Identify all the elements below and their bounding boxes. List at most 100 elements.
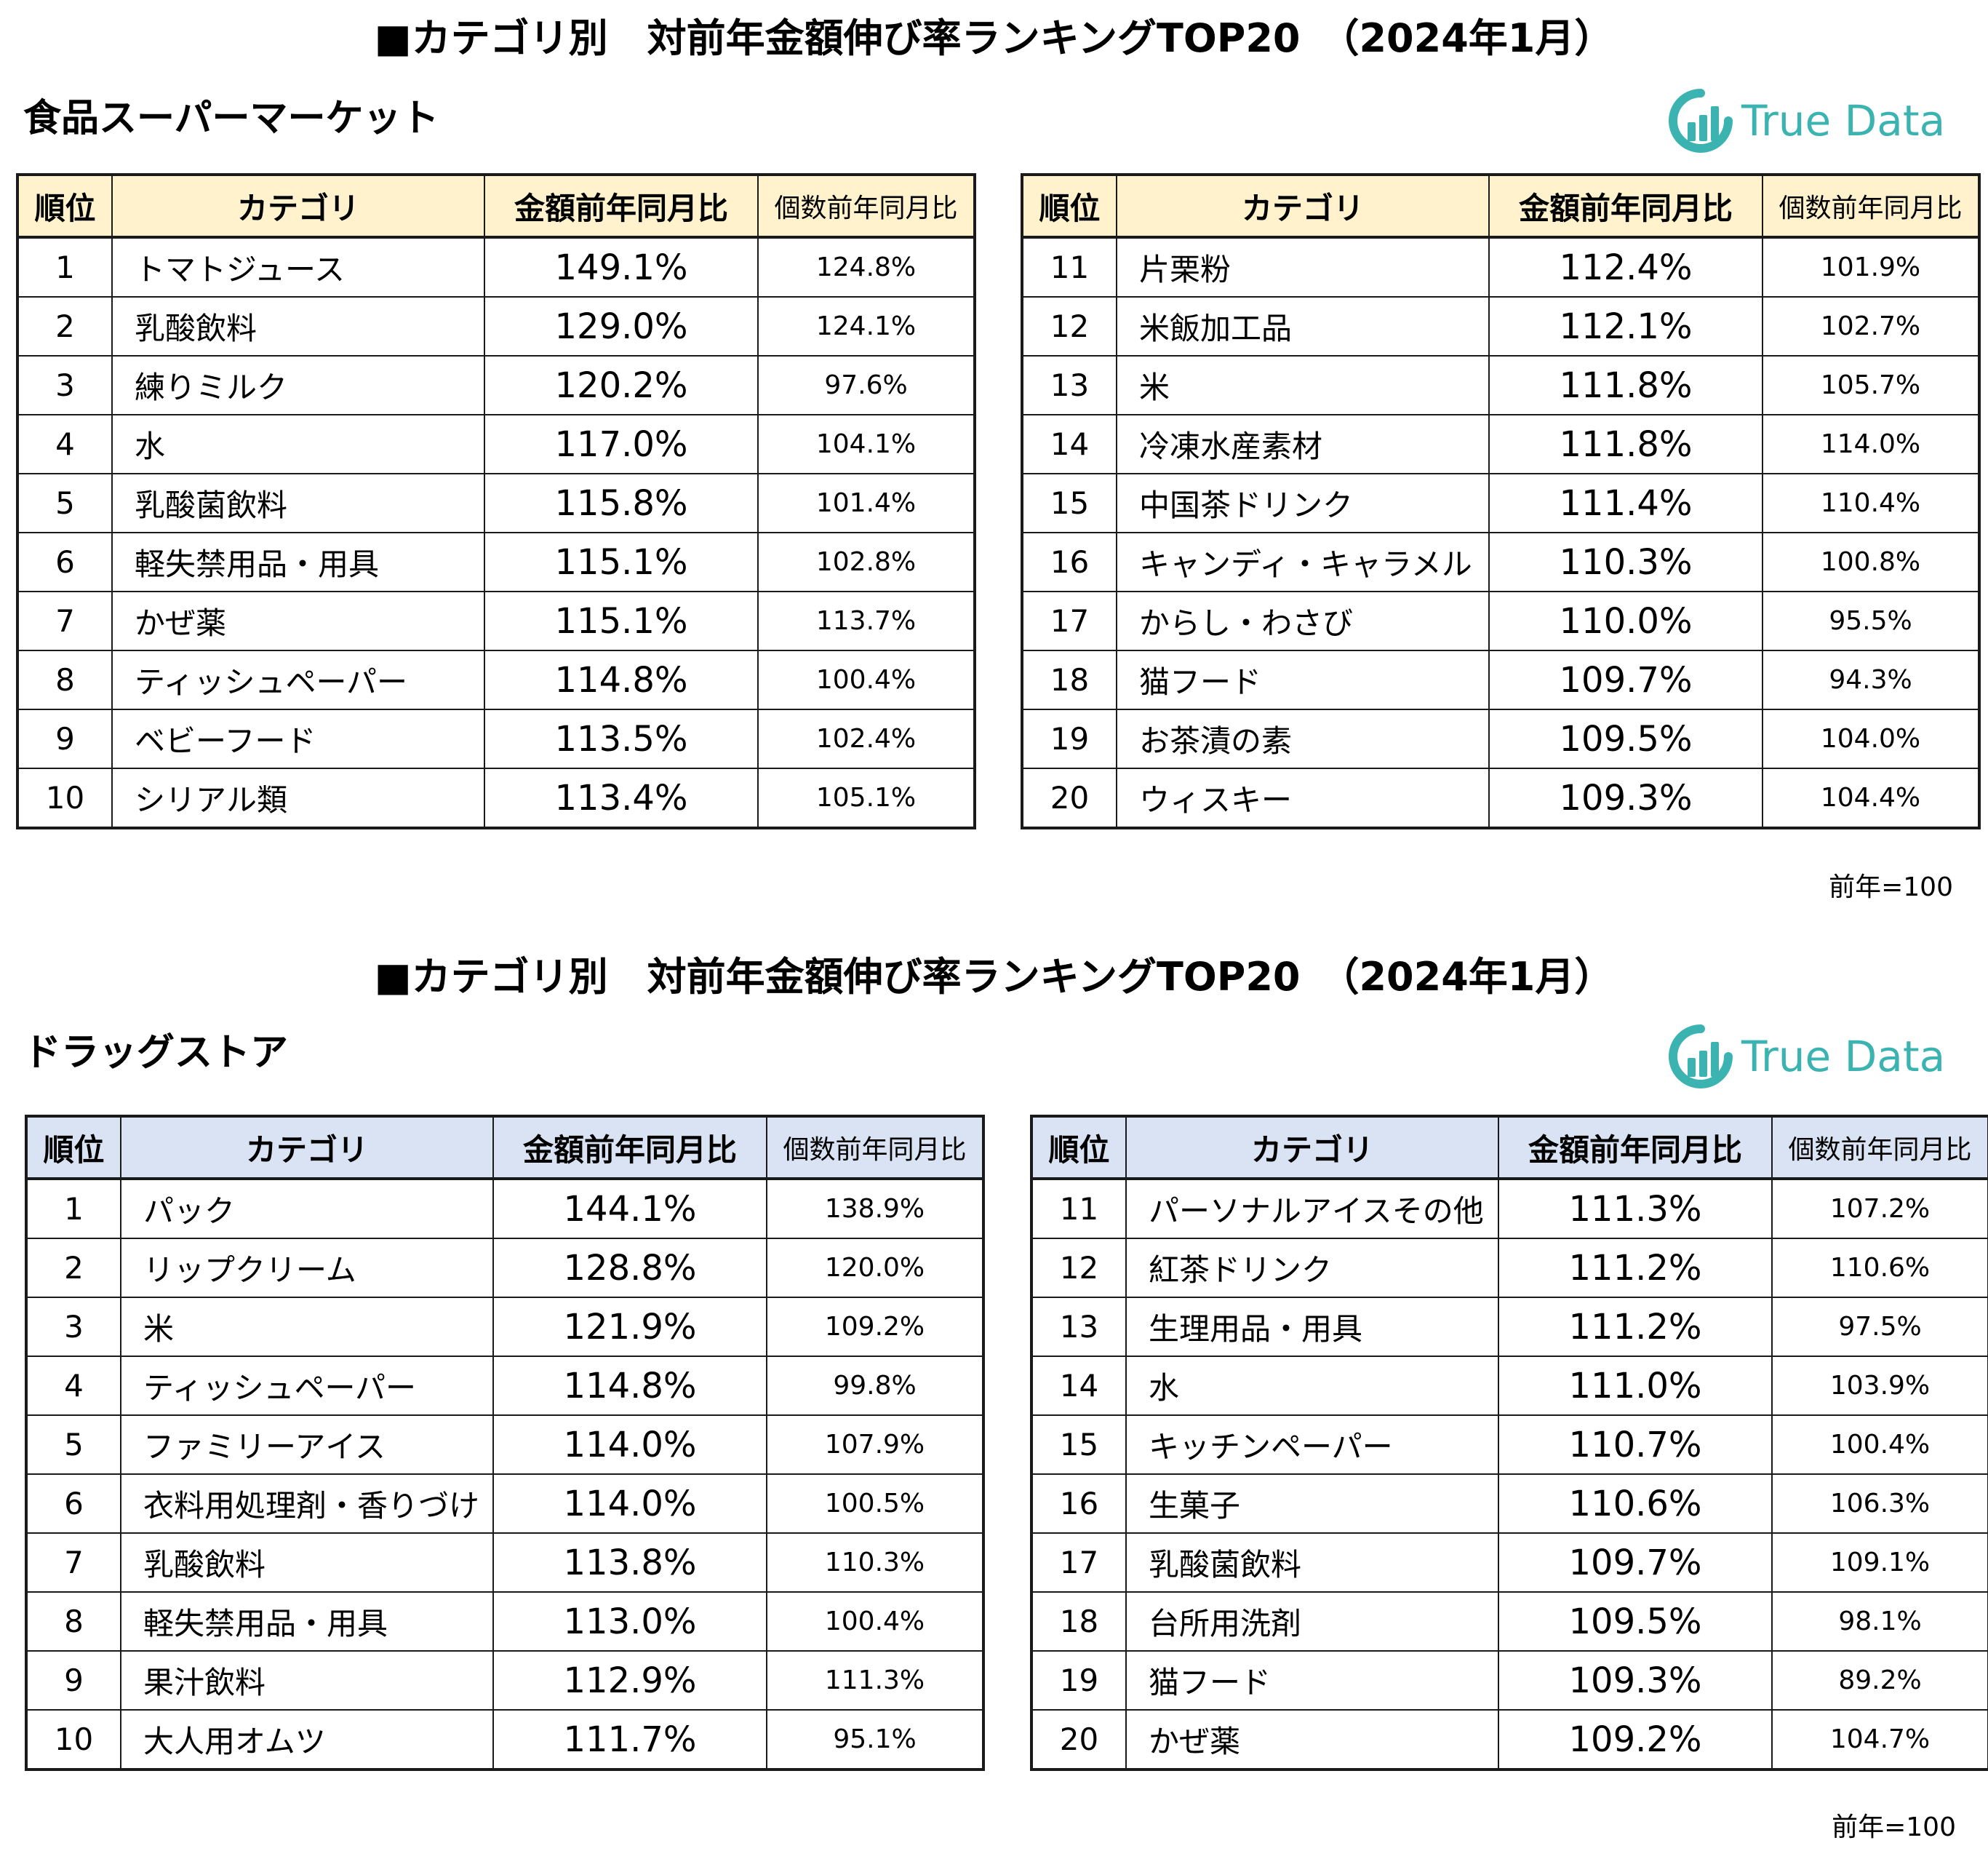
- rank-cell: 18: [1021, 650, 1117, 710]
- category-cell: 水: [111, 414, 485, 474]
- qty-cell: 102.8%: [757, 532, 975, 592]
- table-row: 1 トマトジュース 149.1% 124.8%: [17, 236, 975, 298]
- header-category: カテゴリ: [1116, 174, 1490, 239]
- table-row: 10 大人用オムツ 111.7% 95.1%: [25, 1709, 984, 1770]
- header-qty-yoy: 個数前年同月比: [766, 1115, 984, 1180]
- qty-cell: 100.4%: [1771, 1414, 1988, 1475]
- amount-cell: 110.3%: [1488, 532, 1763, 592]
- table-row: 9 果汁飲料 112.9% 111.3%: [25, 1650, 984, 1711]
- header-rank: 順位: [25, 1115, 121, 1180]
- rank-cell: 8: [25, 1591, 121, 1652]
- category-cell: 米飯加工品: [1116, 296, 1490, 357]
- category-cell: 衣料用処理剤・香りづけ: [120, 1473, 494, 1534]
- rank-cell: 3: [25, 1297, 121, 1357]
- rank-cell: 17: [1021, 591, 1117, 651]
- category-cell: 練りミルク: [111, 355, 485, 415]
- category-cell: リップクリーム: [120, 1238, 494, 1298]
- rank-cell: 7: [17, 591, 113, 651]
- category-cell: 紅茶ドリンク: [1125, 1238, 1499, 1298]
- qty-cell: 101.9%: [1762, 236, 1980, 298]
- category-cell: トマトジュース: [111, 236, 485, 298]
- rank-cell: 10: [17, 768, 113, 829]
- qty-cell: 110.6%: [1771, 1238, 1988, 1298]
- amount-cell: 113.0%: [492, 1591, 767, 1652]
- qty-cell: 124.8%: [757, 236, 975, 298]
- rank-cell: 6: [17, 532, 113, 592]
- amount-cell: 115.1%: [484, 532, 759, 592]
- true-data-logo-icon: [1669, 89, 1733, 153]
- rank-cell: 16: [1031, 1473, 1127, 1534]
- rank-cell: 20: [1021, 768, 1117, 829]
- rank-cell: 5: [25, 1414, 121, 1475]
- section-label-supermarket: 食品スーパーマーケット: [23, 97, 439, 140]
- category-cell: 軽失禁用品・用具: [120, 1591, 494, 1652]
- logo-text: True Data: [1741, 1032, 1946, 1081]
- rank-cell: 12: [1031, 1238, 1127, 1298]
- table-row: 18 台所用洗剤 109.5% 98.1%: [1031, 1591, 1988, 1652]
- qty-cell: 99.8%: [766, 1356, 984, 1416]
- rank-cell: 14: [1021, 414, 1117, 474]
- table-row: 12 紅茶ドリンク 111.2% 110.6%: [1031, 1238, 1988, 1298]
- amount-cell: 110.7%: [1498, 1414, 1773, 1475]
- table-row: 20 ウィスキー 109.3% 104.4%: [1021, 768, 1980, 829]
- amount-cell: 109.3%: [1498, 1650, 1773, 1711]
- rank-cell: 14: [1031, 1356, 1127, 1416]
- amount-cell: 112.9%: [492, 1650, 767, 1711]
- amount-cell: 149.1%: [484, 236, 759, 298]
- table-row: 3 練りミルク 120.2% 97.6%: [17, 355, 975, 415]
- qty-cell: 95.1%: [766, 1709, 984, 1770]
- amount-cell: 109.5%: [1498, 1591, 1773, 1652]
- header-qty-yoy: 個数前年同月比: [1771, 1115, 1988, 1180]
- table-row: 12 米飯加工品 112.1% 102.7%: [1021, 296, 1980, 357]
- category-cell: パーソナルアイスその他: [1125, 1178, 1499, 1239]
- amount-cell: 111.4%: [1488, 473, 1763, 533]
- table-row: 15 キッチンペーパー 110.7% 100.4%: [1031, 1414, 1988, 1475]
- amount-cell: 111.3%: [1498, 1178, 1773, 1239]
- category-cell: かぜ薬: [111, 591, 485, 651]
- rank-cell: 4: [17, 414, 113, 474]
- qty-cell: 110.4%: [1762, 473, 1980, 533]
- table-row: 2 リップクリーム 128.8% 120.0%: [25, 1238, 984, 1298]
- category-cell: 中国茶ドリンク: [1116, 473, 1490, 533]
- rank-cell: 17: [1031, 1532, 1127, 1593]
- table-row: 13 米 111.8% 105.7%: [1021, 355, 1980, 415]
- table-row: 8 ティッシュペーパー 114.8% 100.4%: [17, 650, 975, 710]
- category-cell: 米: [120, 1297, 494, 1357]
- category-cell: 大人用オムツ: [120, 1709, 494, 1770]
- amount-cell: 109.3%: [1488, 768, 1763, 829]
- category-cell: ティッシュペーパー: [111, 650, 485, 710]
- qty-cell: 105.7%: [1762, 355, 1980, 415]
- qty-cell: 100.4%: [766, 1591, 984, 1652]
- category-cell: 片栗粉: [1116, 236, 1490, 298]
- table-row: 19 お茶漬の素 109.5% 104.0%: [1021, 709, 1980, 769]
- qty-cell: 97.6%: [757, 355, 975, 415]
- ranking-table-supermarket-1-10: 順位 カテゴリ 金額前年同月比 個数前年同月比 1 トマトジュース 149.1% 12…: [16, 173, 976, 829]
- qty-cell: 110.3%: [766, 1532, 984, 1593]
- header-rank: 順位: [1021, 174, 1117, 239]
- table-row: 1 パック 144.1% 138.9%: [25, 1178, 984, 1239]
- category-cell: 米: [1116, 355, 1490, 415]
- qty-cell: 124.1%: [757, 296, 975, 357]
- qty-cell: 89.2%: [1771, 1650, 1988, 1711]
- qty-cell: 102.7%: [1762, 296, 1980, 357]
- header-rank: 順位: [17, 174, 113, 239]
- table-row: 2 乳酸飲料 129.0% 124.1%: [17, 296, 975, 357]
- category-cell: 水: [1125, 1356, 1499, 1416]
- category-cell: 乳酸飲料: [111, 296, 485, 357]
- amount-cell: 121.9%: [492, 1297, 767, 1357]
- rank-cell: 1: [25, 1178, 121, 1239]
- table-row: 19 猫フード 109.3% 89.2%: [1031, 1650, 1988, 1711]
- table-row: 6 衣料用処理剤・香りづけ 114.0% 100.5%: [25, 1473, 984, 1534]
- rank-cell: 19: [1021, 709, 1117, 769]
- qty-cell: 104.0%: [1762, 709, 1980, 769]
- qty-cell: 138.9%: [766, 1178, 984, 1239]
- header-amount-yoy: 金額前年同月比: [484, 174, 759, 239]
- rank-cell: 2: [17, 296, 113, 357]
- category-cell: 乳酸菌飲料: [1125, 1532, 1499, 1593]
- section-title-supermarket: ■カテゴリ別 対前年金額伸び率ランキングTOP20 （2024年1月）: [374, 15, 1614, 61]
- qty-cell: 100.8%: [1762, 532, 1980, 592]
- rank-cell: 11: [1021, 236, 1117, 298]
- table-row: 4 水 117.0% 104.1%: [17, 414, 975, 474]
- qty-cell: 102.4%: [757, 709, 975, 769]
- header-category: カテゴリ: [120, 1115, 494, 1180]
